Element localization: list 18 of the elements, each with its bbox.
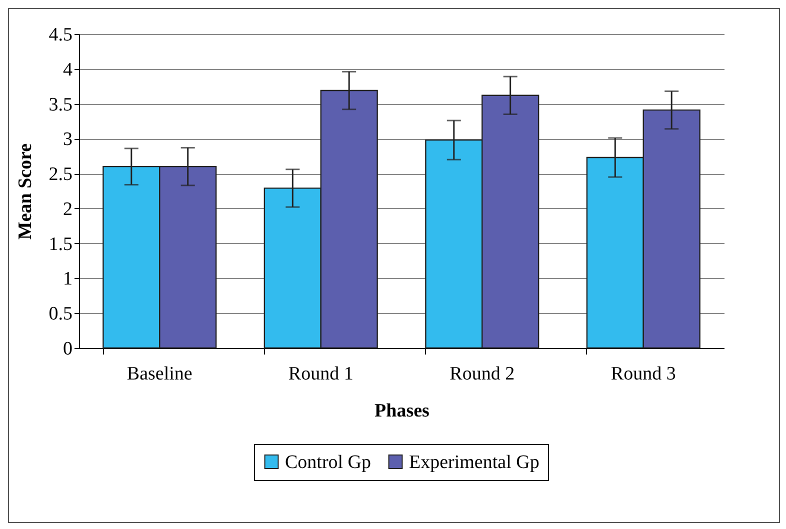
x-tick-label: Baseline <box>126 364 192 384</box>
y-tick-label: 4.5 <box>48 24 72 46</box>
legend-label: Experimental Gp <box>409 452 540 473</box>
y-axis-title: Mean Score <box>14 143 36 240</box>
x-axis-title: Phases <box>374 400 430 422</box>
y-tick-label: 2.5 <box>48 164 72 186</box>
y-tick-label: 1 <box>63 268 72 290</box>
y-tick-label: 0 <box>63 338 72 360</box>
y-tick-label: 4 <box>63 59 73 80</box>
y-tick-label: 0.5 <box>48 304 72 325</box>
x-tick-label: Round 3 <box>610 364 676 384</box>
y-tick-label: 1.5 <box>48 234 72 255</box>
y-tick-label: 2 <box>63 198 72 220</box>
legend-label: Control Gp <box>285 452 372 473</box>
x-tick-label: Round 2 <box>450 364 515 384</box>
x-tick-label: Round 1 <box>288 364 354 384</box>
y-tick-label: 3.5 <box>48 94 72 116</box>
y-tick-label: 3 <box>63 129 72 150</box>
